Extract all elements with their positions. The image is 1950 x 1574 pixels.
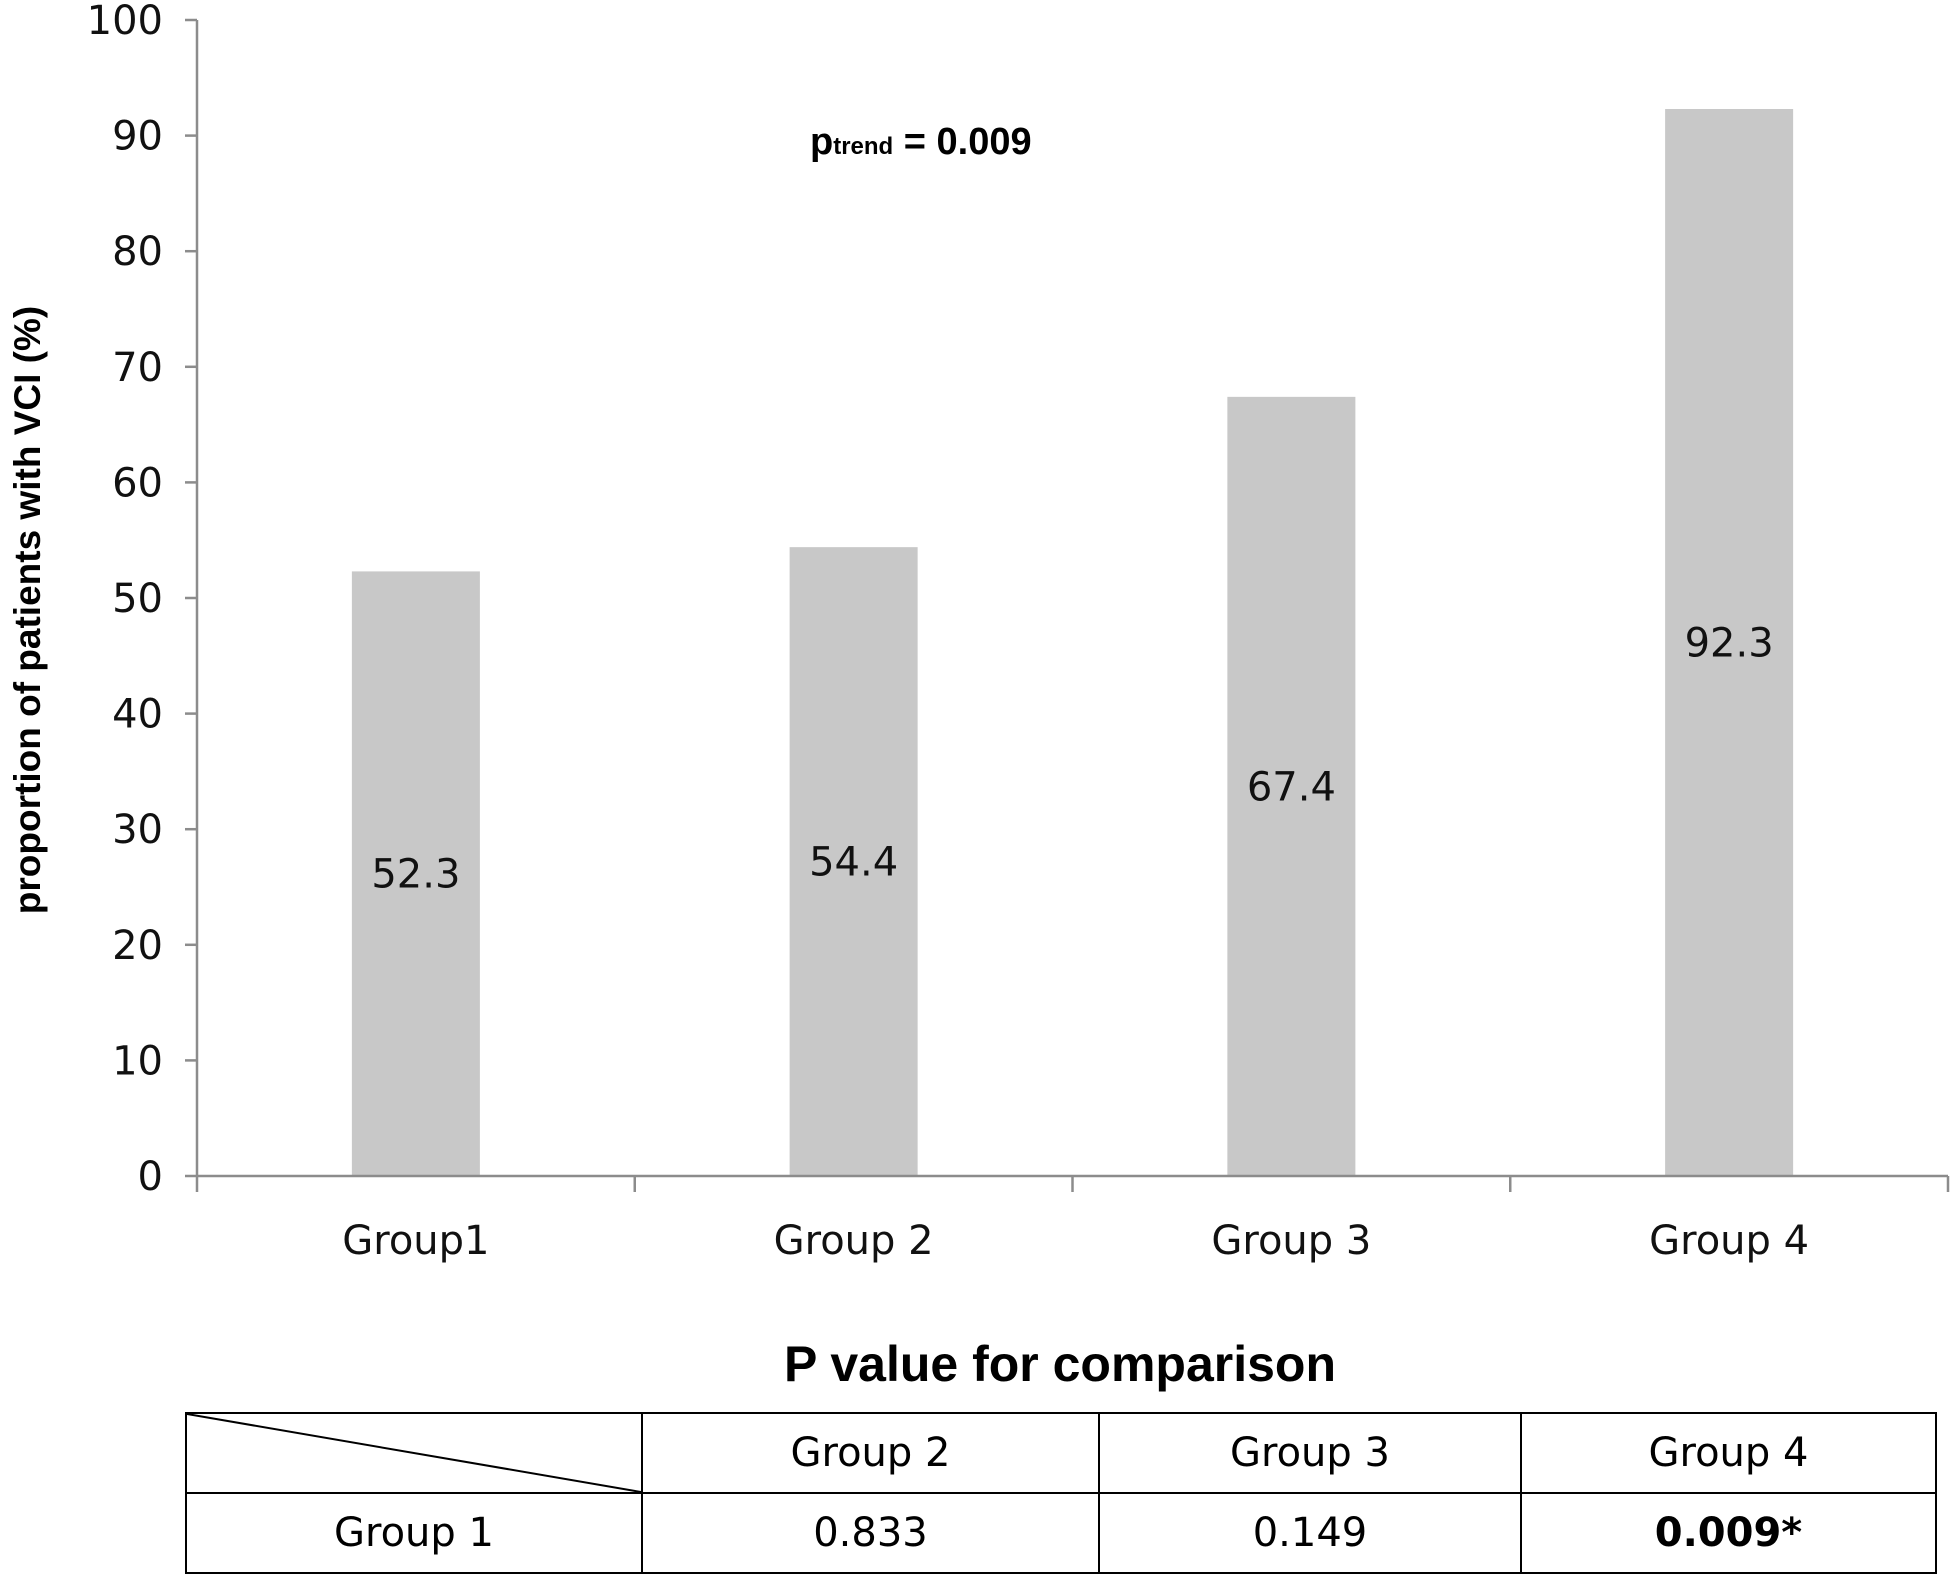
y-axis-label: proportion of patients with VCI (%) bbox=[7, 306, 48, 914]
y-tick-label: 20 bbox=[112, 923, 163, 969]
bar bbox=[351, 571, 480, 1176]
p-trend-value: = 0.009 bbox=[893, 121, 1031, 163]
table-title: P value for comparison bbox=[783, 1336, 1337, 1392]
bar-data-label: 92.3 bbox=[1685, 621, 1774, 667]
y-tick-label: 80 bbox=[112, 229, 163, 275]
p-trend-p: p bbox=[810, 121, 833, 163]
bars: 52.3 54.4 67.4 92.3 bbox=[351, 109, 1794, 1177]
table-header-group-4: Group 4 bbox=[1520, 1412, 1937, 1494]
corner-diagonal bbox=[187, 1414, 641, 1492]
p-trend-annotation: ptrend = 0.009 bbox=[810, 121, 1032, 163]
table-row-label: Group 1 bbox=[185, 1492, 643, 1574]
y-tick-label: 40 bbox=[112, 692, 163, 738]
y-tick-label: 90 bbox=[112, 114, 163, 160]
table-cell-group1-vs-group3: 0.149 bbox=[1098, 1492, 1522, 1574]
y-tick-label: 70 bbox=[112, 345, 163, 391]
table-header-group-2: Group 2 bbox=[641, 1412, 1100, 1494]
bar-data-label: 67.4 bbox=[1247, 764, 1336, 810]
x-category-label: Group 4 bbox=[1649, 1218, 1809, 1264]
y-tick-label: 50 bbox=[112, 576, 163, 622]
y-tick-label: 30 bbox=[112, 807, 163, 853]
x-category-label: Group 3 bbox=[1211, 1218, 1371, 1264]
bar-data-label: 54.4 bbox=[809, 840, 898, 886]
bar-data-label: 52.3 bbox=[371, 852, 460, 898]
table-cell-group1-vs-group2: 0.833 bbox=[641, 1492, 1100, 1574]
y-tick-label: 10 bbox=[112, 1038, 163, 1084]
p-trend-sub: trend bbox=[833, 133, 893, 160]
x-category-label: Group1 bbox=[342, 1218, 489, 1264]
x-category-label: Group 2 bbox=[774, 1218, 934, 1264]
y-axis-ticks: 0 10 20 30 40 50 60 70 80 90 100 bbox=[87, 0, 197, 1200]
y-tick-label: 60 bbox=[112, 460, 163, 506]
bar bbox=[789, 547, 918, 1176]
x-axis: Group1 Group 2 Group 3 Group 4 bbox=[195, 1174, 1950, 1264]
table-cell-group1-vs-group4: 0.009* bbox=[1520, 1492, 1937, 1574]
table-header-row: Group 2 Group 3 Group 4 bbox=[185, 1412, 1937, 1494]
bar bbox=[1227, 396, 1356, 1177]
p-value-table: Group 2 Group 3 Group 4 Group 1 0.833 0.… bbox=[185, 1412, 1937, 1574]
table-row: Group 1 0.833 0.149 0.009* bbox=[185, 1492, 1937, 1574]
table-header-group-3: Group 3 bbox=[1098, 1412, 1522, 1494]
y-tick-label: 0 bbox=[138, 1154, 163, 1200]
table-corner-cell bbox=[185, 1412, 643, 1494]
y-tick-label: 100 bbox=[87, 0, 163, 44]
bar bbox=[1665, 109, 1794, 1177]
